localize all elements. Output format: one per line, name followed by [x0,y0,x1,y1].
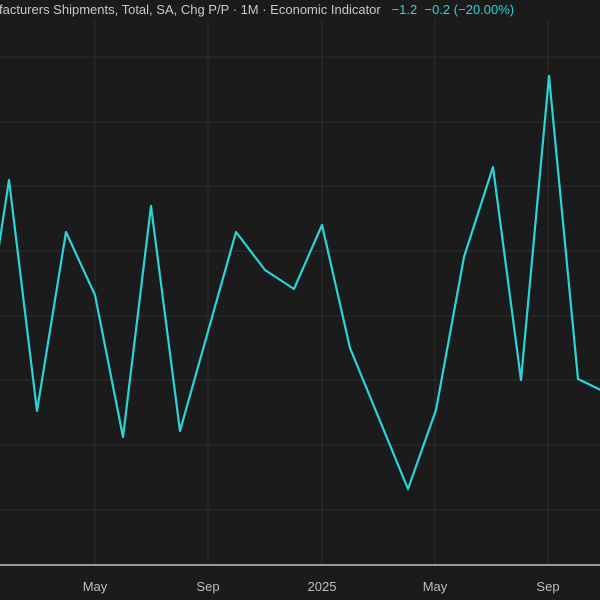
indicator-title: facturers Shipments, Total, SA, Chg P/P … [0,2,381,17]
x-axis: May Sep 2025 May Sep [0,569,600,600]
change-value: −0.2 [424,2,451,17]
x-tick-label: Sep [196,579,220,594]
x-tick-label: 2025 [307,579,337,594]
change-percent: (−20.00%) [453,2,515,17]
x-tick-label: May [82,579,108,594]
chart-header: facturers Shipments, Total, SA, Chg P/P … [0,0,600,20]
x-tick-label: Sep [536,579,560,594]
header-text: facturers Shipments, Total, SA, Chg P/P … [0,0,514,20]
data-series-line [0,74,600,491]
x-tick-label: May [422,579,448,594]
last-value: −1.2 [391,2,418,17]
